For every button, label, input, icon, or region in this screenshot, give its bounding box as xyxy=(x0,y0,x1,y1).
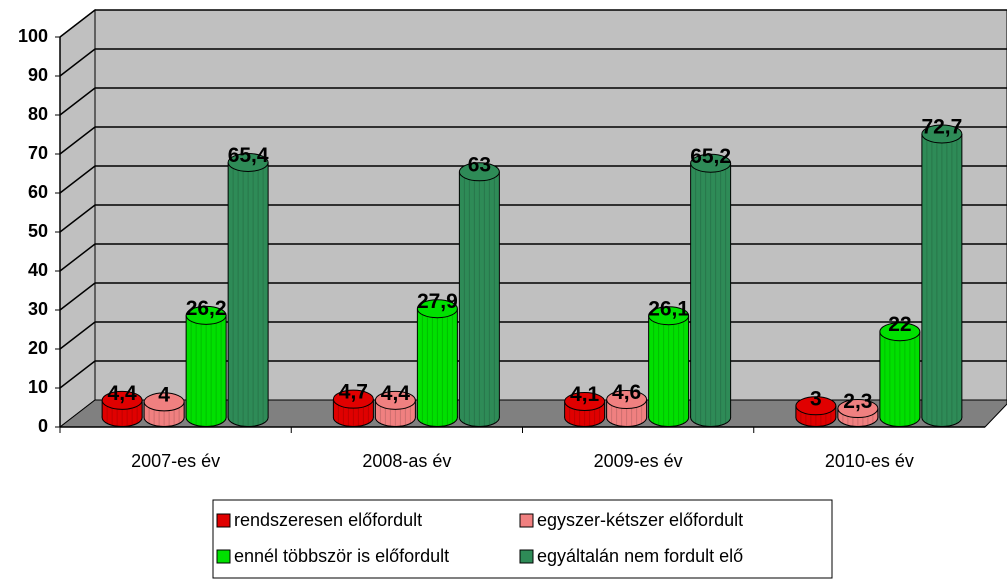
cylinder-top xyxy=(795,396,837,416)
cylinder xyxy=(185,305,227,427)
cylinder xyxy=(458,162,500,427)
cylinder xyxy=(879,322,921,427)
cylinder-body xyxy=(228,162,269,418)
legend-swatch xyxy=(519,549,534,564)
data-label: 63 xyxy=(468,153,491,176)
cylinder-top xyxy=(879,322,921,342)
cylinder-top xyxy=(227,152,269,172)
data-label: 72,7 xyxy=(921,116,962,139)
legend-box xyxy=(212,499,833,579)
legend-swatch xyxy=(216,549,231,564)
data-label: 4,7 xyxy=(339,381,368,404)
cylinder xyxy=(227,152,269,427)
legend-label: egyáltalán nem fordult elő xyxy=(537,546,743,566)
data-label: 27,9 xyxy=(417,290,458,313)
x-tick-label: 2010-es év xyxy=(825,451,914,471)
cylinder-top xyxy=(648,306,690,326)
cylinder-body xyxy=(648,315,689,418)
data-label: 4,1 xyxy=(570,383,600,406)
data-label: 26,2 xyxy=(186,297,227,320)
data-label: 3 xyxy=(810,387,822,410)
y-tick-label: 60 xyxy=(28,182,48,202)
cylinder-top xyxy=(564,392,606,412)
y-tick-label: 30 xyxy=(28,299,48,319)
y-tick-label: 50 xyxy=(28,221,48,241)
y-tick-label: 40 xyxy=(28,260,48,280)
cylinder-top xyxy=(458,162,500,182)
cylinder xyxy=(921,124,963,427)
data-label: 26,1 xyxy=(648,297,689,320)
legend-swatch xyxy=(519,513,534,528)
cylinder-top xyxy=(606,390,648,410)
cylinder-top xyxy=(101,390,143,410)
cylinder xyxy=(332,389,374,427)
cylinder-body xyxy=(459,171,500,418)
cylinder xyxy=(648,306,690,427)
data-label: 4 xyxy=(158,383,170,406)
data-label: 4,4 xyxy=(108,382,138,405)
y-tick-label: 100 xyxy=(18,26,48,46)
grid-line xyxy=(59,9,1007,38)
y-tick-label: 10 xyxy=(28,377,48,397)
cylinder xyxy=(143,392,185,427)
grid-line xyxy=(59,87,1007,116)
data-label: 65,4 xyxy=(228,144,269,167)
cylinder-body xyxy=(879,331,920,418)
legend-label: egyszer-kétszer előfordult xyxy=(537,510,743,530)
y-tick-label: 90 xyxy=(28,65,48,85)
cylinder xyxy=(101,390,143,427)
data-label: 4,4 xyxy=(381,382,411,405)
cylinder xyxy=(416,299,458,427)
cylinder-top xyxy=(143,392,185,412)
grid-line xyxy=(59,48,1007,77)
cylinder-body xyxy=(921,133,962,418)
cylinder xyxy=(690,153,732,427)
cylinder xyxy=(795,396,837,427)
cylinder-body xyxy=(690,163,731,418)
grid-line xyxy=(59,126,1007,155)
y-tick-label: 0 xyxy=(38,416,48,436)
legend-label: rendszeresen előfordult xyxy=(234,510,422,530)
cylinder-top xyxy=(837,399,879,419)
cylinder xyxy=(564,392,606,427)
cylinder xyxy=(374,390,416,427)
cylinder xyxy=(606,390,648,427)
data-label: 65,2 xyxy=(690,145,731,168)
legend-label: ennél többször is előfordult xyxy=(234,546,449,566)
data-label: 4,6 xyxy=(612,381,641,404)
y-tick-label: 20 xyxy=(28,338,48,358)
x-tick-label: 2008-as év xyxy=(362,451,451,471)
cylinder-top xyxy=(374,390,416,410)
cylinder xyxy=(837,399,879,427)
cylinder-top xyxy=(332,389,374,409)
data-label: 2,3 xyxy=(843,390,872,413)
cylinder-top xyxy=(921,124,963,144)
x-tick-label: 2007-es év xyxy=(131,451,220,471)
cylinder-top xyxy=(185,305,227,325)
legend-swatch xyxy=(216,513,231,528)
x-tick-label: 2009-es év xyxy=(594,451,683,471)
y-tick-label: 70 xyxy=(28,143,48,163)
y-tick-label: 80 xyxy=(28,104,48,124)
cylinder-top xyxy=(690,153,732,173)
cylinder-top xyxy=(416,299,458,319)
cylinder-body xyxy=(417,308,458,418)
data-label: 22 xyxy=(888,313,911,336)
cylinder-body xyxy=(186,315,227,418)
